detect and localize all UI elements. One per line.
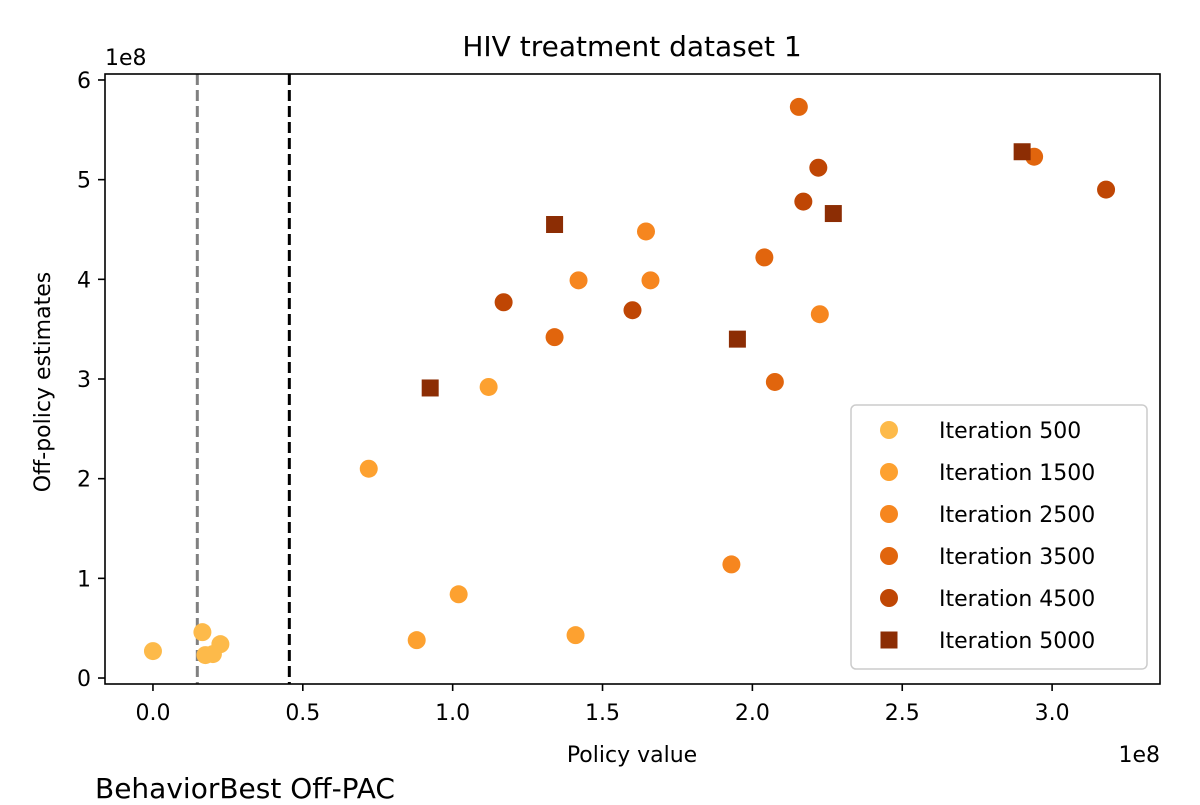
behavior-line-label: Behavior <box>95 772 220 805</box>
x-tick-label: 3.0 <box>1035 701 1070 726</box>
data-point <box>569 271 588 290</box>
data-point <box>623 301 642 320</box>
data-point <box>1097 180 1116 199</box>
data-point <box>755 248 774 267</box>
data-point <box>566 626 585 645</box>
data-point <box>407 631 426 650</box>
data-point <box>728 330 746 348</box>
legend-marker <box>880 421 898 439</box>
y-tick-label: 5 <box>77 169 91 194</box>
data-point <box>824 205 842 223</box>
data-point <box>810 305 829 324</box>
legend-marker <box>880 631 898 649</box>
y-tick-label: 4 <box>77 268 91 293</box>
data-point <box>765 372 784 391</box>
y-tick-label: 2 <box>77 468 91 493</box>
legend-marker <box>880 463 898 481</box>
x-tick-label: 0.5 <box>285 701 320 726</box>
y-tick-label: 0 <box>77 667 91 692</box>
legend-box <box>850 404 1148 670</box>
data-point <box>359 459 378 478</box>
x-axis-label: Policy value <box>567 743 697 768</box>
x-axis-scale-label: 1e8 <box>1118 743 1160 768</box>
y-tick-label: 6 <box>77 69 91 94</box>
series-iteration-3500 <box>545 97 1044 391</box>
x-tick-label: 2.5 <box>885 701 920 726</box>
data-point <box>641 271 660 290</box>
data-point <box>722 555 741 574</box>
y-tick-label: 3 <box>77 368 91 393</box>
data-point <box>143 642 162 661</box>
chart-title: HIV treatment dataset 1 <box>462 30 801 63</box>
data-point <box>449 585 468 604</box>
data-point <box>193 623 212 642</box>
x-tick-label: 1.5 <box>585 701 620 726</box>
best-off-pac-line-label: Best Off-PAC <box>219 772 395 805</box>
x-tick-label: 2.0 <box>735 701 770 726</box>
x-tick-label: 0.0 <box>135 701 170 726</box>
series-iteration-5000 <box>421 143 1031 397</box>
legend-label: Iteration 500 <box>939 419 1081 444</box>
plot-frame <box>104 73 1161 685</box>
reference-line-labels: BehaviorBest Off-PAC <box>95 772 395 805</box>
data-point <box>211 635 230 654</box>
series-iteration-1500 <box>359 377 585 650</box>
series-iteration-2500 <box>569 222 829 574</box>
data-point <box>789 97 808 116</box>
data-point <box>421 379 439 397</box>
data-point <box>546 216 564 234</box>
series-iteration-4500 <box>494 158 1116 320</box>
legend-label: Iteration 3500 <box>939 545 1095 570</box>
legend-label: Iteration 1500 <box>939 461 1095 486</box>
y-axis-scale-label: 1e8 <box>105 46 147 71</box>
y-tick-label: 1 <box>77 567 91 592</box>
data-point <box>494 293 513 312</box>
x-tick-label: 1.0 <box>435 701 470 726</box>
y-axis-label: Off-policy estimates <box>31 272 56 492</box>
legend-marker <box>880 589 898 607</box>
data-point <box>479 377 498 396</box>
data-point <box>809 158 828 177</box>
legend-label: Iteration 4500 <box>939 587 1095 612</box>
legend-label: Iteration 5000 <box>939 629 1095 654</box>
series-iteration-500 <box>143 623 230 665</box>
legend-marker <box>880 547 898 565</box>
legend-marker <box>880 505 898 523</box>
data-point <box>636 222 655 241</box>
data-point <box>794 192 813 211</box>
legend-label: Iteration 2500 <box>939 503 1095 528</box>
data-point <box>545 328 564 347</box>
data-point <box>1013 143 1031 161</box>
